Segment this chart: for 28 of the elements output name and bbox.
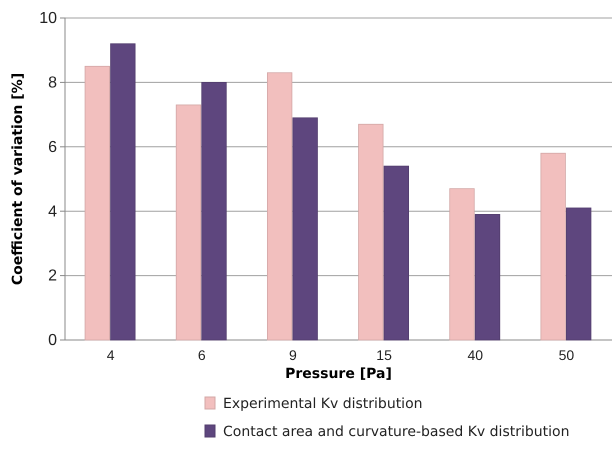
bar: [110, 43, 136, 340]
bar: [176, 104, 202, 340]
y-tick-label: 8: [48, 74, 58, 92]
bar: [266, 72, 292, 340]
legend-label: Contact area and curvature-based Kv distribution: [223, 424, 570, 440]
bar: [384, 166, 410, 340]
bar: [84, 66, 110, 340]
bar: [292, 117, 318, 340]
bar: [474, 214, 500, 340]
y-tick-label: 0: [48, 332, 58, 350]
x-tick-label: 6: [198, 346, 206, 363]
y-tick-label: 4: [48, 203, 58, 220]
y-tick-label: 10: [39, 10, 58, 28]
x-tick-label: 40: [467, 346, 484, 363]
bar: [358, 124, 384, 340]
x-tick-label: 15: [376, 346, 392, 363]
y-tick-label: 6: [48, 138, 58, 156]
x-tick-label: 9: [289, 346, 298, 363]
x-tick-label: 4: [106, 346, 115, 363]
bar: [449, 188, 475, 340]
y-tick-label: 2: [48, 268, 58, 285]
y-axis-title: Coefficient of variation [%]: [10, 72, 26, 286]
bar: [201, 82, 227, 340]
legend-label: Experimental Kv distribution: [223, 396, 423, 412]
bar: [540, 152, 566, 340]
x-axis-title: Pressure [Pa]: [285, 366, 392, 382]
bar: [566, 208, 592, 340]
x-tick-label: 50: [558, 346, 574, 363]
